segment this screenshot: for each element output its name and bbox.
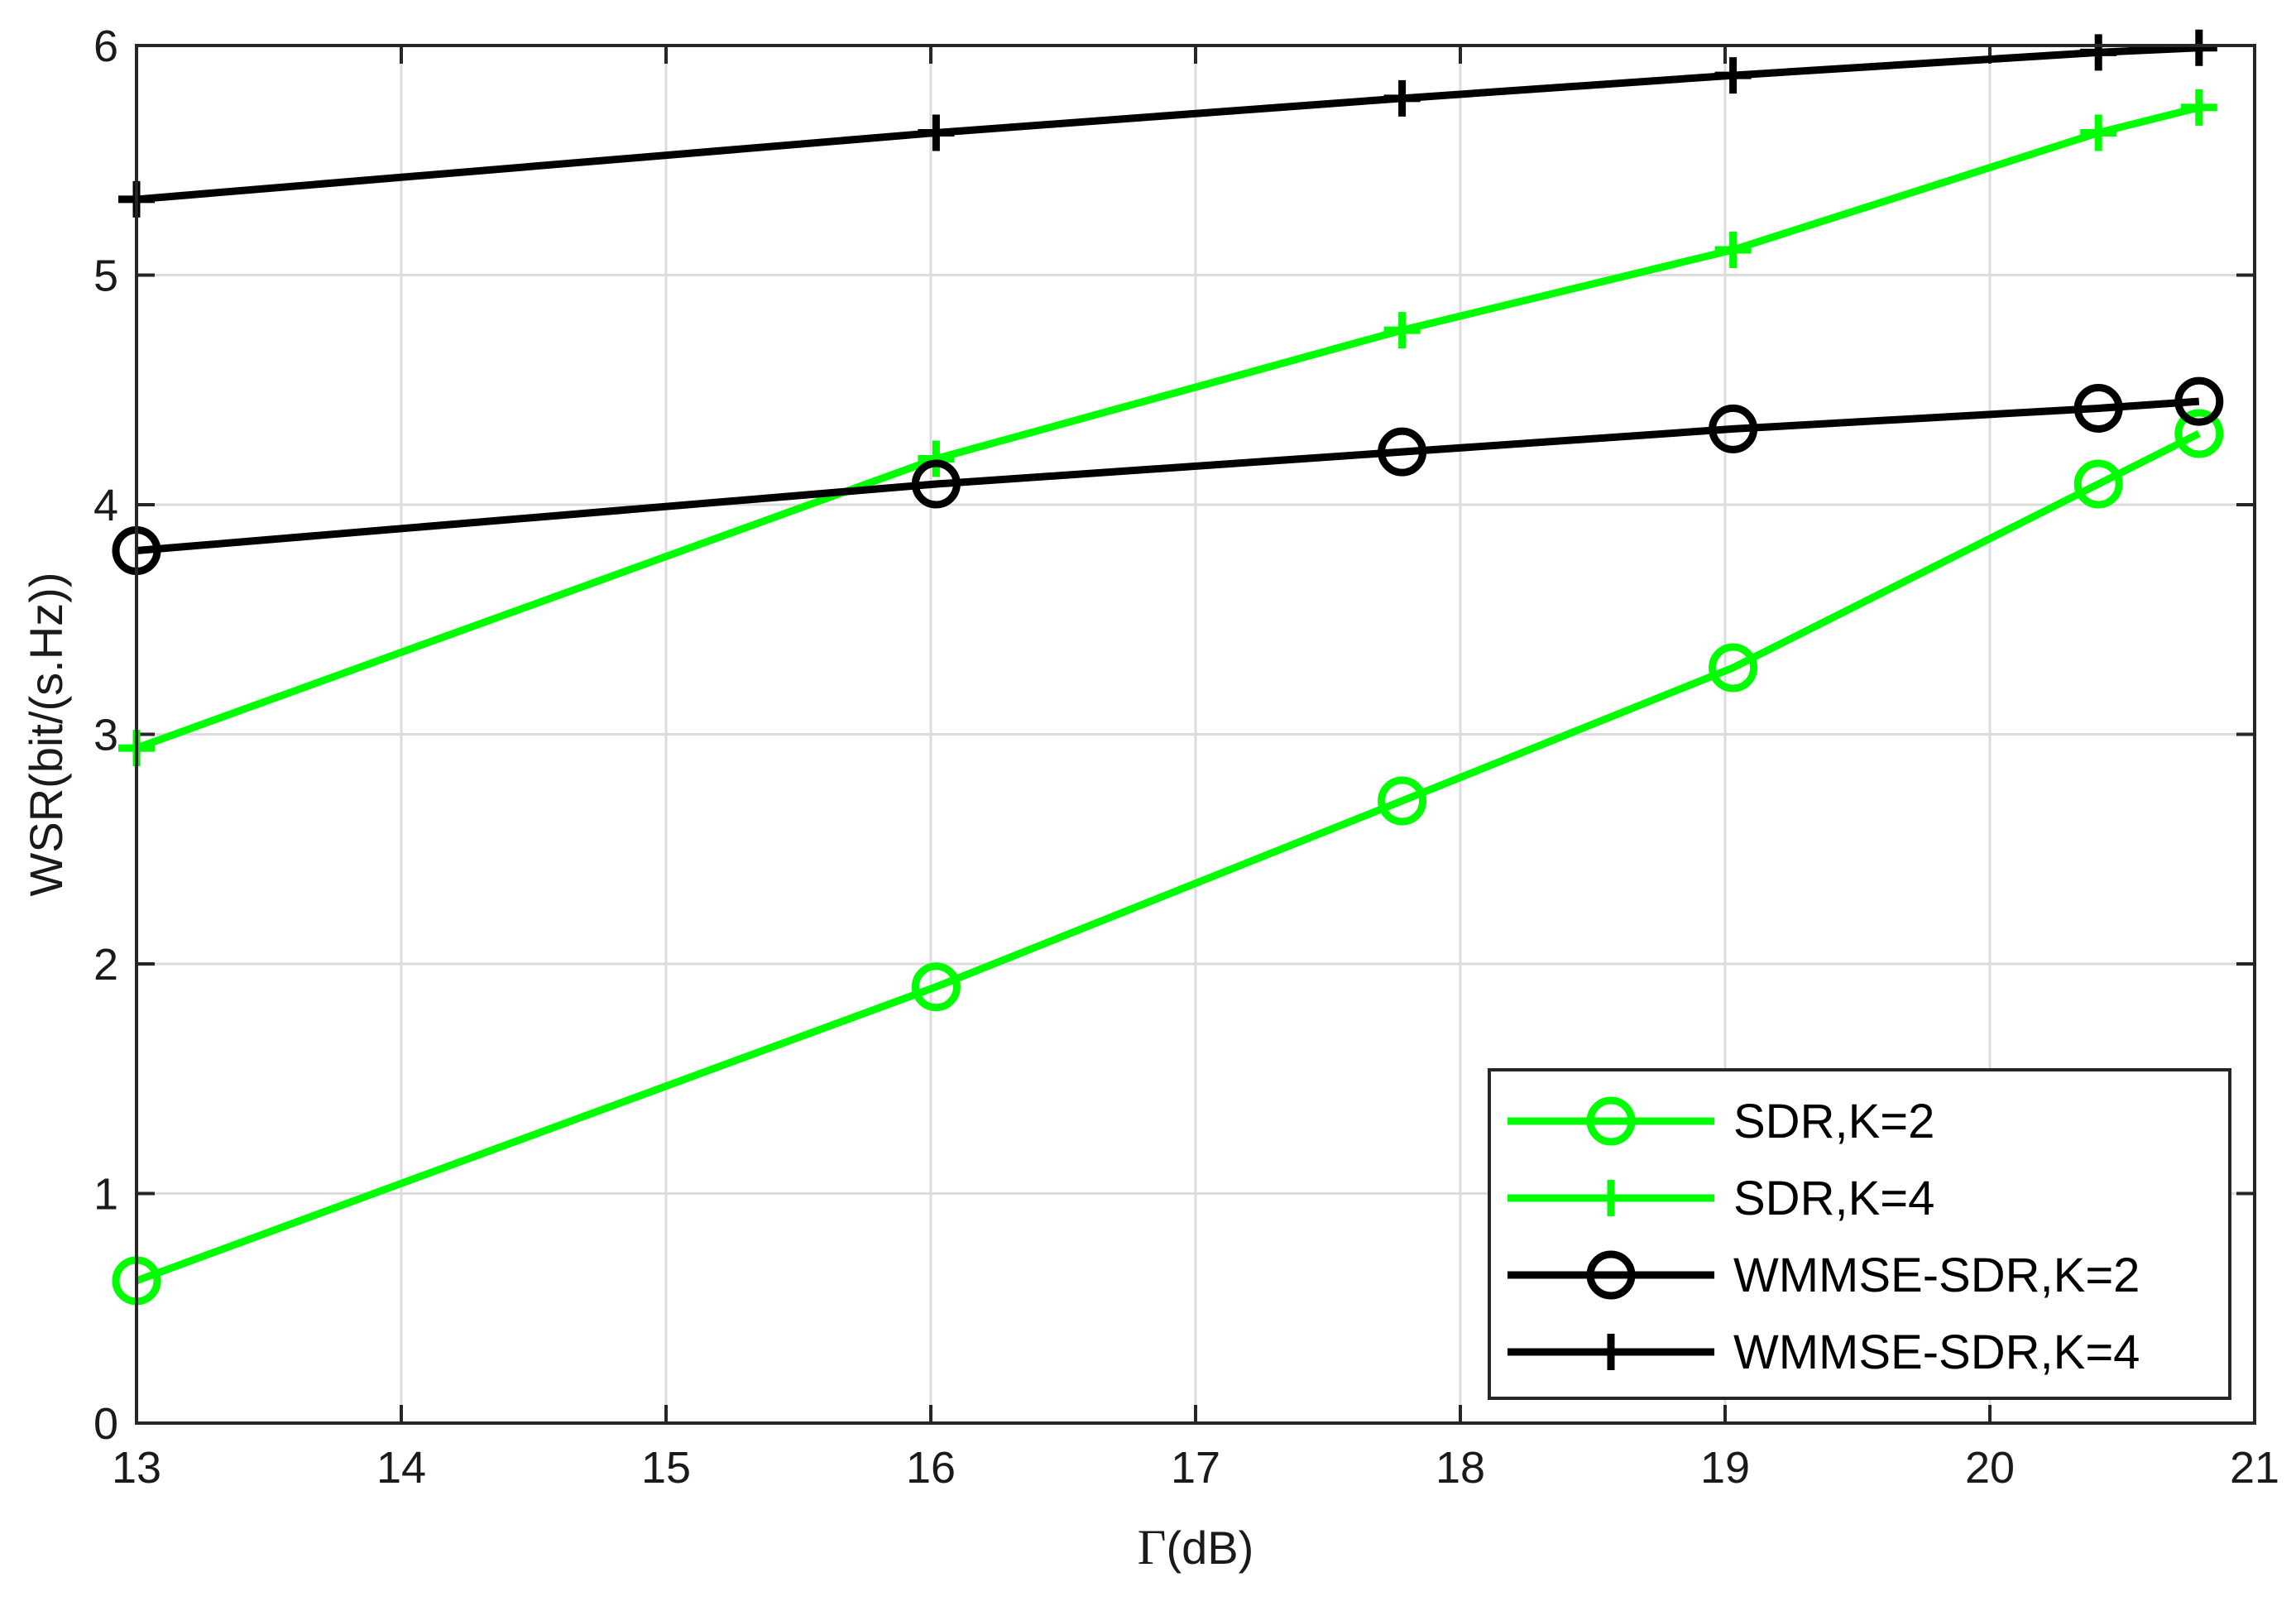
x-tick-label: 19 xyxy=(1700,1443,1750,1493)
x-tick-label: 14 xyxy=(376,1443,426,1493)
x-axis-label-symbol: Γ xyxy=(1138,1520,1167,1575)
legend-label: SDR,K=2 xyxy=(1733,1095,1934,1148)
y-tick-label: 4 xyxy=(93,481,118,530)
y-tick-label: 6 xyxy=(93,22,118,71)
data-point xyxy=(1378,776,1427,826)
data-point xyxy=(1709,643,1758,693)
y-tick-label: 3 xyxy=(93,711,118,760)
legend-label: WMMSE-SDR,K=4 xyxy=(1733,1325,2140,1379)
y-tick-label: 0 xyxy=(93,1399,118,1449)
data-point xyxy=(918,114,955,151)
series-3 xyxy=(118,29,2217,218)
data-point xyxy=(2180,89,2217,126)
plot-frame xyxy=(135,44,2256,1425)
y-tick-label: 5 xyxy=(93,252,118,301)
legend-item: SDR,K=4 xyxy=(1507,1172,1934,1225)
data-point xyxy=(2080,114,2117,151)
legend-swatch-marker xyxy=(1593,1334,1629,1370)
data-point xyxy=(911,459,961,509)
data-point xyxy=(2073,383,2123,433)
x-tick-label: 13 xyxy=(112,1443,161,1493)
legend-label: WMMSE-SDR,K=2 xyxy=(1733,1249,2140,1302)
data-point xyxy=(2174,409,2224,458)
grid xyxy=(137,46,2255,1423)
y-axis-label: WSR(bit/(s.Hz)) xyxy=(20,573,72,897)
x-tick-label: 16 xyxy=(906,1443,956,1493)
x-axis-label-unit: (dB) xyxy=(1166,1522,1253,1574)
legend-swatch-marker xyxy=(1586,1250,1636,1300)
data-point xyxy=(1714,231,1752,268)
y-tick-label: 2 xyxy=(93,940,118,990)
x-axis-ticks: 13 14 15 16 17 18 19 20 21 xyxy=(112,46,2279,1493)
data-point xyxy=(2174,376,2224,426)
data-point xyxy=(2073,459,2123,509)
series-line xyxy=(136,397,2200,554)
legend-swatch-marker xyxy=(1593,1180,1629,1216)
x-tick-label: 17 xyxy=(1171,1443,1220,1493)
data-point xyxy=(2180,29,2217,66)
data-point xyxy=(2080,34,2117,71)
legend: SDR,K=2 SDR,K=4 WMMSE-SDR,K=2 WMMSE-SDR,K=4 xyxy=(1488,1068,2231,1400)
series-line xyxy=(135,103,2200,752)
data-point xyxy=(1714,57,1752,94)
x-tick-label: 20 xyxy=(1965,1443,2015,1493)
legend-item: SDR,K=2 xyxy=(1507,1095,1934,1148)
legend-label: SDR,K=4 xyxy=(1733,1172,1934,1225)
data-point xyxy=(1383,79,1421,117)
x-tick-label: 21 xyxy=(2230,1443,2279,1493)
y-tick-label: 1 xyxy=(93,1170,118,1220)
legend-item: WMMSE-SDR,K=2 xyxy=(1507,1249,2140,1302)
x-axis-label: Γ(dB) xyxy=(1138,1520,1253,1575)
data-point xyxy=(1378,427,1427,477)
data-point xyxy=(911,962,961,1012)
data-point xyxy=(1383,312,1421,349)
x-tick-label: 18 xyxy=(1436,1443,1485,1493)
data-point xyxy=(918,440,955,477)
x-tick-label: 15 xyxy=(641,1443,691,1493)
legend-swatch-marker xyxy=(1586,1096,1636,1146)
legend-item: WMMSE-SDR,K=4 xyxy=(1507,1325,2140,1379)
series-0 xyxy=(112,409,2224,1306)
series-1 xyxy=(118,89,2217,767)
data-point xyxy=(1709,404,1758,453)
